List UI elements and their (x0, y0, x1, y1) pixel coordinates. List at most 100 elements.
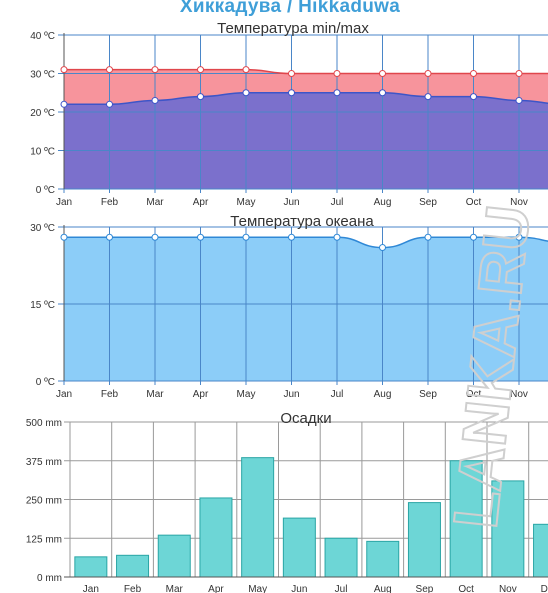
ocean-temperature-point (470, 233, 477, 241)
max-temperature-point (242, 66, 250, 74)
x-tick-label: Aug (374, 197, 392, 208)
x-tick-label: Feb (101, 389, 119, 400)
y-tick-label: 250 mm (26, 496, 62, 507)
precipitation-chart: 0 mm 125 mm 250 mm 375 mm 500 mm Jan Feb Mar Apr… (26, 410, 548, 593)
precipitation-bar (282, 517, 316, 578)
x-tick-label: Mar (146, 197, 164, 208)
ocean-temperature-chart: 0 ºC 15 ºC 30 ºC Jan Feb Mar Apr May Jun Jul Aug Se… (30, 213, 548, 400)
min-temperature-point (470, 93, 477, 101)
precipitation-bar (157, 534, 191, 578)
ocean-temperature-point (197, 233, 204, 241)
x-tick-label: May (237, 197, 256, 208)
x-tick-label: Aug (374, 389, 392, 400)
ocean-temperature-point (379, 244, 386, 252)
x-tick-label: Oct (458, 584, 474, 593)
x-tick-label: Jul (335, 584, 348, 593)
max-temperature-point (60, 66, 68, 74)
y-tick-label: 0 mm (37, 573, 62, 584)
precipitation-bar (366, 540, 400, 578)
y-tick-label: 20 ºC (30, 108, 55, 119)
x-tick-label: Nov (510, 389, 528, 400)
x-tick-label: Jun (291, 584, 307, 593)
precipitation-bar (491, 480, 525, 578)
x-tick-label: Jul (331, 389, 344, 400)
ocean-temperature-point (242, 233, 250, 241)
precipitation-bar (241, 457, 275, 578)
x-tick-label: Jun (283, 389, 299, 400)
x-tick-label: Sep (419, 197, 437, 208)
precipitation-bar (324, 537, 358, 578)
ocean-temperature-point (151, 233, 159, 241)
y-tick-label: 15 ºC (30, 300, 55, 311)
y-tick-label: 0 ºC (36, 185, 55, 196)
y-tick-label: 500 mm (26, 418, 62, 429)
y-tick-label: 40 ºC (30, 31, 55, 42)
chart-title: Осадки (280, 410, 331, 427)
x-tick-label: Nov (510, 197, 528, 208)
x-tick-label: Mar (146, 389, 164, 400)
x-tick-label: Oct (466, 389, 482, 400)
ocean-temperature-point (424, 233, 432, 241)
min-temperature-point (106, 100, 113, 108)
x-tick-label: Feb (124, 584, 142, 593)
y-tick-label: 375 mm (26, 457, 62, 468)
x-tick-label: Nov (499, 584, 517, 593)
min-temperature-point (515, 96, 523, 104)
max-temperature-point (333, 70, 341, 77)
y-tick-label: 0 ºC (36, 377, 55, 388)
precipitation-bar (74, 556, 108, 578)
page-title: Хиккадува / Hikkaduwa (179, 0, 401, 17)
max-temperature-point (379, 70, 386, 77)
precipitation-bar (533, 523, 548, 578)
max-temperature-point (151, 66, 159, 74)
precipitation-bar (407, 502, 441, 578)
precipitation-bar (449, 460, 483, 578)
x-tick-label: Mar (166, 584, 184, 593)
ocean-temperature-point (60, 233, 68, 241)
precipitation-bar (116, 554, 150, 578)
x-tick-label: May (248, 584, 267, 593)
ocean-temperature-point (333, 233, 341, 241)
max-temperature-point (424, 70, 432, 77)
min-temperature-point (197, 93, 204, 101)
min-temperature-area (64, 92, 548, 189)
ocean-temperature-point (288, 233, 295, 241)
x-tick-label: Sep (416, 584, 434, 593)
min-temperature-point (288, 89, 295, 97)
ocean-temperature-point (106, 233, 113, 241)
min-temperature-point (333, 89, 341, 97)
x-tick-label: Aug (374, 584, 392, 593)
y-tick-label: 125 mm (26, 534, 62, 545)
x-tick-label: Sep (419, 389, 437, 400)
x-tick-label: Jan (56, 389, 72, 400)
x-tick-label: Jul (331, 197, 344, 208)
x-tick-label: Apr (193, 197, 209, 208)
chart-title: Температура min/max (217, 22, 369, 37)
x-tick-label: Jan (83, 584, 99, 593)
chart-title: Температура океана (230, 213, 374, 230)
ocean-temperature-area (64, 237, 548, 381)
max-temperature-point (106, 66, 113, 74)
max-temperature-point (470, 70, 477, 77)
x-tick-label: Feb (101, 197, 119, 208)
x-tick-label: Jun (283, 197, 299, 208)
y-tick-label: 30 ºC (30, 223, 55, 234)
x-tick-label: Dec (541, 584, 548, 593)
max-temperature-point (288, 70, 295, 77)
min-temperature-point (60, 100, 68, 108)
y-tick-label: 30 ºC (30, 70, 55, 81)
temperature-min-max-chart: 0 ºC 10 ºC 20 ºC 30 ºC 40 ºC Jan Feb Mar Apr May J… (30, 22, 548, 208)
max-temperature-point (197, 66, 204, 74)
x-tick-label: Apr (208, 584, 224, 593)
x-tick-label: May (237, 389, 256, 400)
x-tick-label: Apr (193, 389, 209, 400)
ocean-temperature-point (515, 233, 523, 241)
min-temperature-point (424, 93, 432, 101)
y-tick-label: 10 ºC (30, 147, 55, 158)
precipitation-bar (199, 497, 233, 578)
x-tick-label: Jan (56, 197, 72, 208)
x-tick-label: Oct (466, 197, 482, 208)
min-temperature-point (379, 89, 386, 97)
min-temperature-point (151, 96, 159, 104)
max-temperature-point (515, 70, 523, 77)
